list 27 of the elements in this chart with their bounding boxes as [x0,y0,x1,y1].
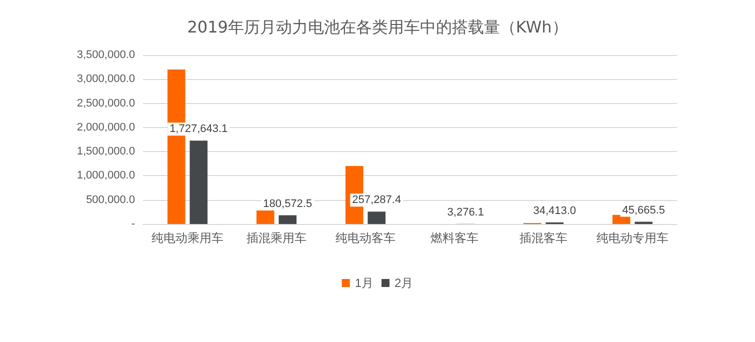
data-label: 34,413.0 [533,204,576,217]
bar [190,140,208,224]
y-tick-label: 3,500,000.0 [76,49,135,61]
x-tick-label: 插混乘用车 [246,231,306,245]
y-tick-label: 2,000,000.0 [76,121,135,134]
chart-title: 2019年历月动力电池在各类用车中的搭载量（KWh） [187,18,568,36]
y-tick-label: 1,000,000.0 [76,170,135,182]
data-label: 180,572.5 [263,198,312,210]
bar [368,212,386,224]
y-tick-label: 2,500,000.0 [76,97,135,110]
x-tick-label: 纯电动客车 [336,231,396,245]
legend-label: 1月 [354,276,374,290]
y-tick-label: 500,000.0 [86,194,135,206]
x-tick-label: 燃料客车 [430,231,478,245]
bar [278,215,297,224]
y-tick-label: 1,500,000.0 [76,146,135,158]
data-label: 257,287.4 [352,194,402,206]
legend-label: 2月 [394,276,414,290]
y-tick-label: - [131,218,136,230]
data-label: 45,665.5 [622,204,666,216]
x-tick-label: 插混客车 [520,231,568,245]
y-tick-label: 3,000,000.0 [76,73,135,86]
x-tick-label: 纯电动乘用车 [152,231,224,245]
x-tick-label: 纯电动专用车 [596,231,668,245]
data-label: 1,727,643.1 [170,123,228,136]
data-label: 3,276.1 [447,206,484,218]
bar [256,210,274,224]
